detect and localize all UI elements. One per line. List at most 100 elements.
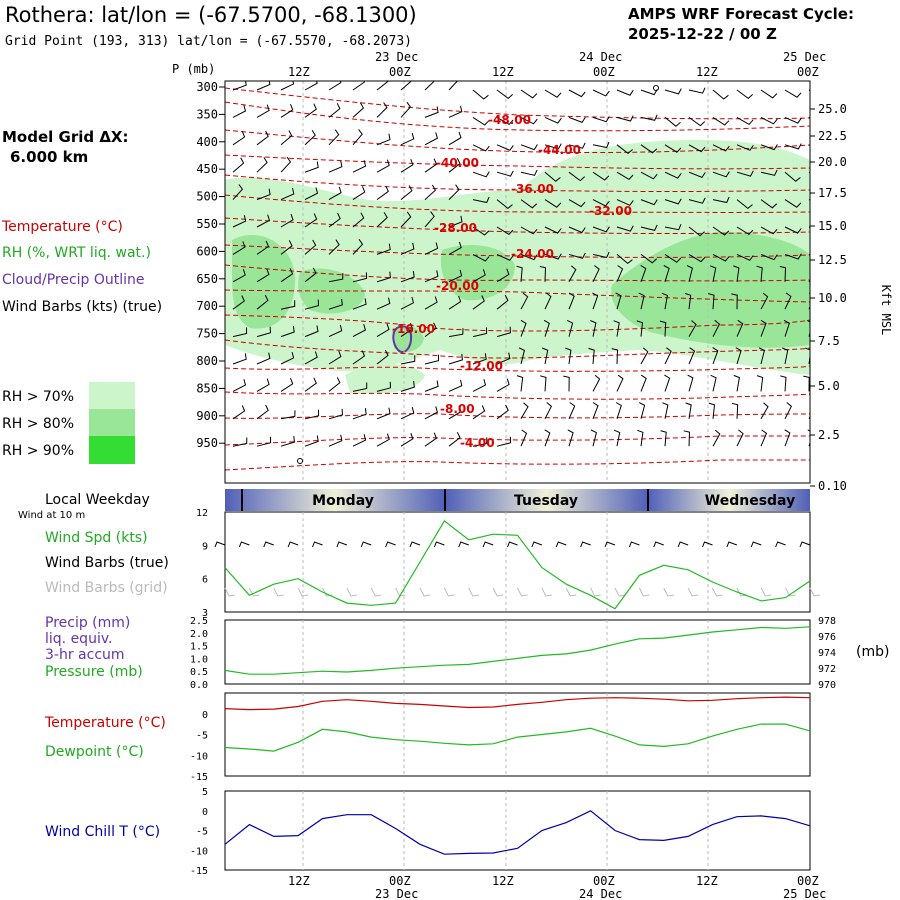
wind-barb [304,435,319,447]
temp-label-2: -44.00 [538,143,581,157]
temp-label-1: -48.00 [488,113,531,127]
wind-barb [424,406,438,420]
legend-pressure: Pressure (mb) [45,664,143,680]
wind-barb [664,224,682,231]
wind-barb [424,211,435,228]
wind-barb [712,319,721,337]
wind-barb [304,187,319,201]
wind-barb-true [555,541,567,548]
wind-barb [590,320,597,337]
wind-barb [424,184,437,200]
wind-barb-grid [809,587,821,597]
y-tick-label: -5 [196,827,208,838]
page-title: Rothera: lat/lon = (-67.5700, -68.1300) [5,3,417,27]
wind-barb [590,429,597,447]
wind-barb [708,293,715,310]
wind-barb [352,102,365,118]
wind-10m-label: Wind at 10 m [18,510,85,521]
wind-barb [232,269,246,283]
wind-barb [400,101,412,118]
wind-barb [661,292,668,310]
wind-barb [808,89,810,92]
height-tick: 7.5 [818,334,840,348]
wind-barb [232,131,246,146]
wind-barb [640,224,658,231]
wind-barb [640,144,658,154]
wind-barb [352,129,363,146]
y-tick-label: 970 [818,680,836,691]
legend-rh90-label: RH > 90% [2,443,74,459]
wind-barb [760,402,769,420]
pressure-tick: 700 [196,299,218,313]
wind-barb [280,436,295,447]
wind-barb [733,265,740,282]
wind-barb-true [336,541,348,548]
wind-barb [280,240,293,255]
wind-barb [232,157,245,173]
wind-barb [544,89,562,98]
wind-barb [352,212,365,228]
wind-barb [400,381,415,392]
pressure-tick: 800 [196,354,218,368]
pressure-tick: 850 [196,381,218,395]
wind-barb [588,347,595,365]
pressure-tick: 300 [196,80,218,94]
wind-barb [616,199,634,206]
wind-barb [592,374,601,392]
wind-barb [520,89,538,99]
wind-barb [712,429,721,447]
wind-barb [640,89,658,96]
wind-barb [592,402,599,419]
wind-barb [688,320,697,337]
wind-barb [736,253,754,261]
wind-barb [256,294,269,310]
wind-barb [784,429,791,447]
wind-barb [808,171,810,174]
wind-barb [712,144,730,152]
wind-barb [780,375,787,392]
wind-barb [328,377,341,392]
wind-barb [544,171,561,182]
bottom-date-2: 24 Dec [579,887,622,900]
wind-barb [735,347,742,365]
wind-barb [256,436,272,447]
wind-barb [640,171,658,180]
wind-barb [544,199,562,208]
wind-barb [400,185,413,200]
y-tick-label: 12 [196,508,208,519]
wind-barb [400,296,415,310]
wind-barb [568,142,586,149]
wind-barb-grid [590,587,601,597]
wind-barb [256,326,272,338]
wind-barb [516,375,524,392]
wind-barb [376,243,391,255]
wind-barb [568,252,586,259]
legend-liq: liq. equiv. [45,631,112,647]
wind-barb [376,349,389,365]
wind-barb-grid [541,587,552,597]
height-tick: 0.10 [818,479,847,493]
wind-barb [520,199,538,209]
legend-precip: Precip (mm) [45,615,130,631]
wind-barb [472,437,488,447]
wind-barb [616,254,633,265]
wind-barb [592,141,610,149]
top-hour-6: 00Z [797,65,819,79]
wind-barb [304,161,319,173]
temp-label-10: -12.00 [460,359,503,373]
temp-label-8: -20.00 [436,279,479,293]
wind-barb [808,116,810,119]
wind-barb [232,379,247,392]
wind-barb-true [604,541,616,548]
height-tick: 5.0 [818,379,840,393]
wind-barb [784,199,802,208]
y-tick-label: 6 [202,575,208,586]
wind-barb [280,325,295,338]
wind-barb [568,171,586,182]
legend-barbs-true: Wind Barbs (true) [45,555,169,571]
wind-barb [472,295,485,310]
wind-barb-true [312,541,323,548]
wind-barb-grid [614,587,626,597]
wind-barb [328,408,344,420]
wind-barb [472,89,489,100]
